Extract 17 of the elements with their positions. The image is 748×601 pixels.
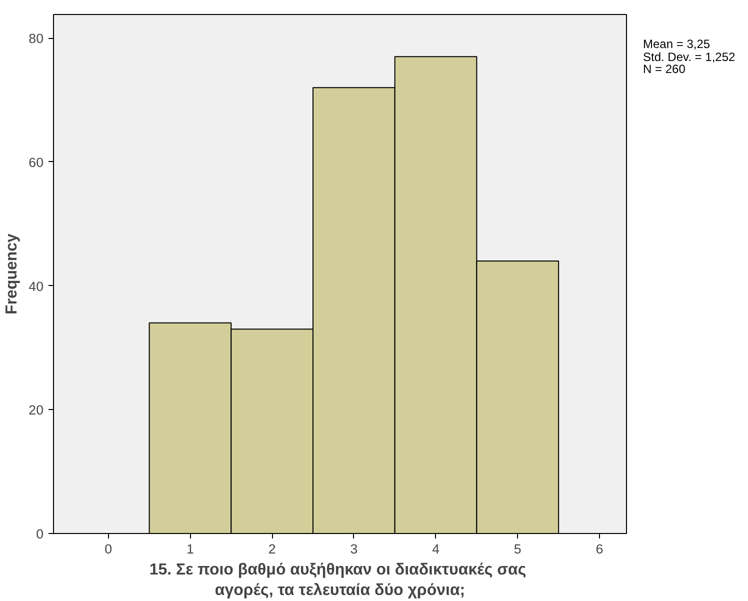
y-tick-label: 40	[28, 278, 44, 294]
y-tick-label: 0	[36, 526, 44, 542]
text: N = 260	[643, 62, 686, 76]
y-tick-label: 80	[28, 31, 44, 46]
x-tick-label: 2	[268, 542, 276, 556]
y-tick-label: 20	[28, 402, 44, 418]
y-tick-label: 60	[28, 154, 44, 170]
text: Std. Dev. = 1,252	[643, 50, 736, 64]
x-axis-title: 15. Σε ποιο βαθμό αυξήθηκαν οι διαδικτυακές σας αγορές, τα τελευταία δύο χρόνια;	[149, 562, 526, 599]
x-tick-label: 6	[596, 542, 604, 556]
x-tick-label: 3	[350, 542, 358, 556]
x-tick-label: 5	[514, 542, 522, 556]
text: Mean = 3,25	[643, 37, 712, 51]
y-axis-title: Frequency	[4, 233, 21, 314]
x-tick-label: 4	[432, 542, 440, 556]
x-tick-label: 0	[104, 542, 112, 556]
x-tick-label: 1	[186, 542, 194, 556]
